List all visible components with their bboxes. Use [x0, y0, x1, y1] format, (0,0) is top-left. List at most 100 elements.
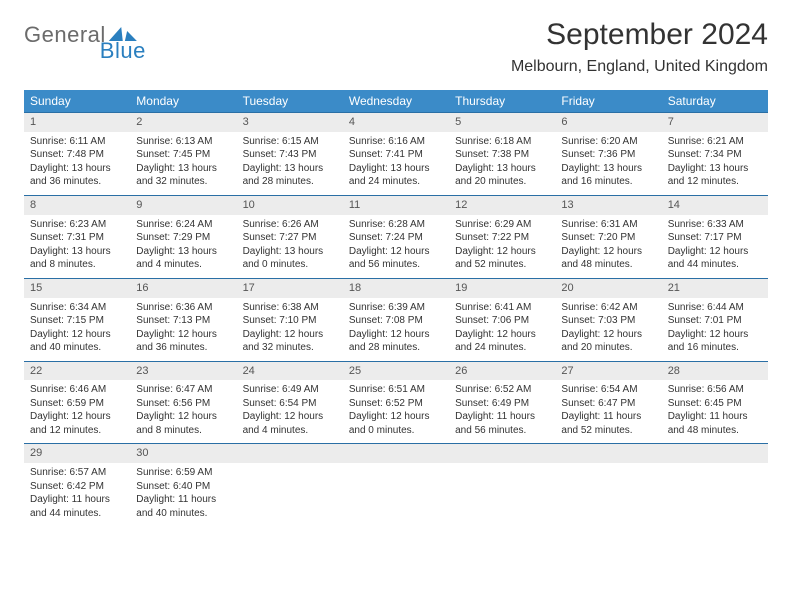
sunrise-text: Sunrise: 6:44 AM	[668, 301, 762, 315]
day-cell: 24Sunrise: 6:49 AMSunset: 6:54 PMDayligh…	[237, 362, 343, 444]
day-body	[449, 463, 555, 523]
sunrise-text: Sunrise: 6:15 AM	[243, 135, 337, 149]
day-number: 18	[343, 279, 449, 298]
daylight-text-1: Daylight: 12 hours	[136, 410, 230, 424]
location-subtitle: Melbourn, England, United Kingdom	[511, 58, 768, 76]
day-number: 25	[343, 362, 449, 381]
weekday-header: Monday	[130, 90, 236, 112]
sunrise-text: Sunrise: 6:51 AM	[349, 383, 443, 397]
day-body	[237, 463, 343, 523]
day-cell: 27Sunrise: 6:54 AMSunset: 6:47 PMDayligh…	[555, 362, 661, 444]
day-cell	[343, 444, 449, 526]
sunset-text: Sunset: 7:27 PM	[243, 231, 337, 245]
sunset-text: Sunset: 7:13 PM	[136, 314, 230, 328]
day-cell: 6Sunrise: 6:20 AMSunset: 7:36 PMDaylight…	[555, 113, 661, 195]
sunrise-text: Sunrise: 6:36 AM	[136, 301, 230, 315]
day-number: 10	[237, 196, 343, 215]
weekday-header-row: SundayMondayTuesdayWednesdayThursdayFrid…	[24, 90, 768, 112]
day-cell	[449, 444, 555, 526]
daylight-text-2: and 44 minutes.	[30, 507, 124, 521]
sunset-text: Sunset: 6:40 PM	[136, 480, 230, 494]
daylight-text-2: and 24 minutes.	[349, 175, 443, 189]
weekday-header: Sunday	[24, 90, 130, 112]
daylight-text-1: Daylight: 11 hours	[668, 410, 762, 424]
sunrise-text: Sunrise: 6:52 AM	[455, 383, 549, 397]
day-body: Sunrise: 6:54 AMSunset: 6:47 PMDaylight:…	[555, 380, 661, 443]
daylight-text-1: Daylight: 11 hours	[136, 493, 230, 507]
day-body: Sunrise: 6:41 AMSunset: 7:06 PMDaylight:…	[449, 298, 555, 361]
sunset-text: Sunset: 7:41 PM	[349, 148, 443, 162]
daylight-text-2: and 36 minutes.	[30, 175, 124, 189]
sunrise-text: Sunrise: 6:57 AM	[30, 466, 124, 480]
day-body: Sunrise: 6:42 AMSunset: 7:03 PMDaylight:…	[555, 298, 661, 361]
daylight-text-1: Daylight: 13 hours	[561, 162, 655, 176]
day-cell: 8Sunrise: 6:23 AMSunset: 7:31 PMDaylight…	[24, 196, 130, 278]
day-number: 26	[449, 362, 555, 381]
sunrise-text: Sunrise: 6:23 AM	[30, 218, 124, 232]
day-cell: 25Sunrise: 6:51 AMSunset: 6:52 PMDayligh…	[343, 362, 449, 444]
daylight-text-1: Daylight: 12 hours	[349, 410, 443, 424]
sunset-text: Sunset: 6:42 PM	[30, 480, 124, 494]
daylight-text-2: and 28 minutes.	[349, 341, 443, 355]
daylight-text-1: Daylight: 12 hours	[668, 245, 762, 259]
daylight-text-2: and 48 minutes.	[668, 424, 762, 438]
daylight-text-2: and 20 minutes.	[455, 175, 549, 189]
sunrise-text: Sunrise: 6:34 AM	[30, 301, 124, 315]
daylight-text-2: and 40 minutes.	[136, 507, 230, 521]
sunset-text: Sunset: 7:38 PM	[455, 148, 549, 162]
daylight-text-2: and 24 minutes.	[455, 341, 549, 355]
daylight-text-1: Daylight: 12 hours	[136, 328, 230, 342]
daylight-text-1: Daylight: 12 hours	[30, 410, 124, 424]
day-number	[237, 444, 343, 463]
sunset-text: Sunset: 7:48 PM	[30, 148, 124, 162]
weekday-header: Thursday	[449, 90, 555, 112]
sunset-text: Sunset: 7:36 PM	[561, 148, 655, 162]
day-number: 16	[130, 279, 236, 298]
daylight-text-1: Daylight: 11 hours	[561, 410, 655, 424]
sunset-text: Sunset: 6:59 PM	[30, 397, 124, 411]
sunset-text: Sunset: 7:31 PM	[30, 231, 124, 245]
day-body: Sunrise: 6:29 AMSunset: 7:22 PMDaylight:…	[449, 215, 555, 278]
sunrise-text: Sunrise: 6:56 AM	[668, 383, 762, 397]
week-row: 15Sunrise: 6:34 AMSunset: 7:15 PMDayligh…	[24, 278, 768, 361]
day-body: Sunrise: 6:46 AMSunset: 6:59 PMDaylight:…	[24, 380, 130, 443]
daylight-text-1: Daylight: 13 hours	[243, 162, 337, 176]
day-number: 28	[662, 362, 768, 381]
day-body: Sunrise: 6:26 AMSunset: 7:27 PMDaylight:…	[237, 215, 343, 278]
sunrise-text: Sunrise: 6:31 AM	[561, 218, 655, 232]
daylight-text-2: and 52 minutes.	[455, 258, 549, 272]
day-cell: 14Sunrise: 6:33 AMSunset: 7:17 PMDayligh…	[662, 196, 768, 278]
day-number	[555, 444, 661, 463]
day-body: Sunrise: 6:21 AMSunset: 7:34 PMDaylight:…	[662, 132, 768, 195]
day-body: Sunrise: 6:31 AMSunset: 7:20 PMDaylight:…	[555, 215, 661, 278]
week-row: 1Sunrise: 6:11 AMSunset: 7:48 PMDaylight…	[24, 112, 768, 195]
month-title: September 2024	[511, 18, 768, 52]
sunset-text: Sunset: 7:06 PM	[455, 314, 549, 328]
day-number: 5	[449, 113, 555, 132]
sunset-text: Sunset: 7:20 PM	[561, 231, 655, 245]
day-body: Sunrise: 6:57 AMSunset: 6:42 PMDaylight:…	[24, 463, 130, 526]
daylight-text-1: Daylight: 13 hours	[455, 162, 549, 176]
day-cell: 9Sunrise: 6:24 AMSunset: 7:29 PMDaylight…	[130, 196, 236, 278]
sunset-text: Sunset: 7:24 PM	[349, 231, 443, 245]
day-number: 24	[237, 362, 343, 381]
weekday-header: Saturday	[662, 90, 768, 112]
sunset-text: Sunset: 7:10 PM	[243, 314, 337, 328]
day-body: Sunrise: 6:44 AMSunset: 7:01 PMDaylight:…	[662, 298, 768, 361]
day-number	[662, 444, 768, 463]
day-cell: 16 Sunrise: 6:36 AMSunset: 7:13 PMDayligh…	[130, 279, 236, 361]
daylight-text-2: and 52 minutes.	[561, 424, 655, 438]
day-cell	[237, 444, 343, 526]
sunrise-text: Sunrise: 6:39 AM	[349, 301, 443, 315]
daylight-text-1: Daylight: 12 hours	[243, 328, 337, 342]
week-row: 22Sunrise: 6:46 AMSunset: 6:59 PMDayligh…	[24, 361, 768, 444]
sunset-text: Sunset: 7:43 PM	[243, 148, 337, 162]
day-number: 27	[555, 362, 661, 381]
sunrise-text: Sunrise: 6:46 AM	[30, 383, 124, 397]
day-number	[449, 444, 555, 463]
daylight-text-2: and 56 minutes.	[349, 258, 443, 272]
day-body: Sunrise: 6:49 AMSunset: 6:54 PMDaylight:…	[237, 380, 343, 443]
daylight-text-1: Daylight: 13 hours	[136, 245, 230, 259]
week-row: 8Sunrise: 6:23 AMSunset: 7:31 PMDaylight…	[24, 195, 768, 278]
day-cell	[555, 444, 661, 526]
